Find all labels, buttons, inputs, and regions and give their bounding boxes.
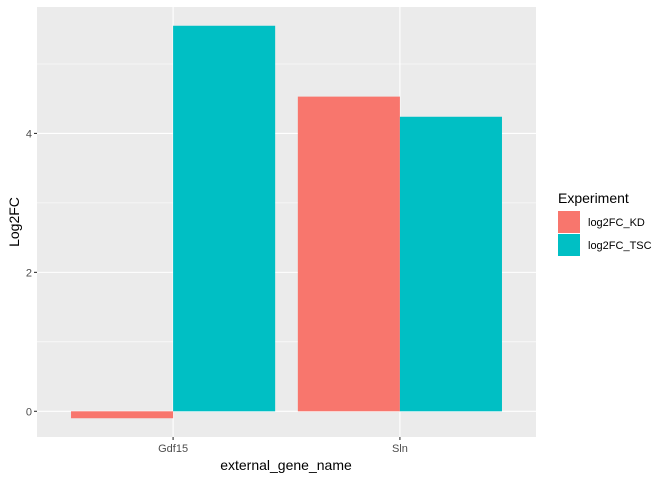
x-axis-title: external_gene_name — [220, 457, 352, 473]
legend-title: Experiment — [558, 190, 629, 206]
bar-log2FC_KD-Gdf15 — [71, 411, 174, 419]
bar-log2FC_TSC-Sln — [399, 116, 502, 412]
bars — [71, 25, 502, 419]
y-axis-ticks: 0 2 4 — [26, 128, 37, 418]
legend-key-log2FC_KD — [558, 211, 580, 233]
x-tick-label: Gdf15 — [158, 443, 188, 455]
legend-key-log2FC_TSC — [558, 234, 580, 256]
legend-label-log2FC_TSC: log2FC_TSC — [588, 240, 652, 252]
x-tick-label: Sln — [392, 443, 408, 455]
legend-label-log2FC_KD: log2FC_KD — [588, 217, 645, 229]
bar-log2FC_TSC-Gdf15 — [173, 25, 276, 412]
y-tick-label: 4 — [26, 128, 32, 140]
legend-items: log2FC_KD log2FC_TSC — [558, 211, 652, 256]
y-tick-label: 2 — [26, 267, 32, 279]
legend: Experiment log2FC_KD log2FC_TSC — [558, 190, 652, 256]
bar-log2FC_KD-Sln — [297, 96, 400, 412]
y-tick-label: 0 — [26, 406, 32, 418]
y-axis-title: Log2FC — [6, 197, 22, 247]
x-axis-ticks: Gdf15 Sln — [158, 437, 408, 455]
